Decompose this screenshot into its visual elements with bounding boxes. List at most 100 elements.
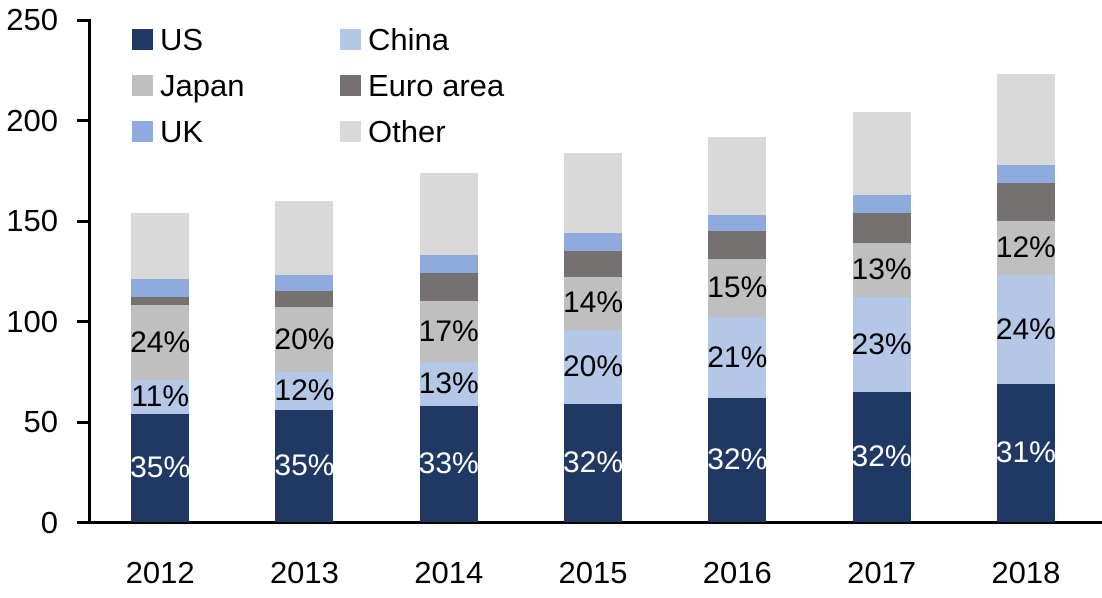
bar-segment-label: 12% — [995, 231, 1056, 265]
bar-segment-label: 15% — [707, 271, 768, 305]
bar-segment-japan — [996, 221, 1055, 276]
y-tick-label: 50 — [23, 404, 58, 439]
bar-segment-china — [131, 379, 190, 414]
bar-segment-label: 32% — [707, 443, 768, 477]
bar-segment-label: 21% — [707, 340, 768, 374]
y-tick-mark — [77, 119, 88, 122]
x-axis-label: 2016 — [702, 555, 772, 590]
bar-segment-china — [996, 275, 1055, 384]
x-axis-label: 2017 — [847, 555, 917, 590]
bar-segment-japan — [852, 243, 911, 298]
bar-segment-us — [852, 391, 911, 523]
legend-item-euro-area: Euro area — [340, 62, 504, 108]
x-axis-label: 2013 — [269, 555, 339, 590]
legend-swatch — [340, 74, 361, 96]
x-axis-label: 2015 — [558, 555, 628, 590]
bar-segment-label: 32% — [851, 440, 912, 474]
bar-segment-china — [275, 371, 334, 410]
bar-segment-japan — [275, 307, 334, 372]
bar-segment-uk — [419, 255, 478, 274]
bar-segment-japan — [419, 301, 478, 362]
bar-segment-label: 33% — [418, 447, 479, 481]
legend-label: Japan — [160, 67, 245, 103]
bar-segment-uk — [275, 275, 334, 292]
bar-segment-label: 13% — [851, 253, 912, 287]
bar-segment-china — [852, 297, 911, 392]
bar-segment-label: 20% — [562, 349, 624, 383]
y-tick-label: 200 — [6, 102, 58, 138]
bar-segment-label: 24% — [995, 312, 1056, 346]
bar-segment-label: 23% — [851, 327, 912, 361]
bar-segment-label: 31% — [995, 436, 1056, 470]
bar-segment-euro-area — [131, 297, 190, 306]
bar-segment-us — [564, 403, 622, 523]
bar-segment-label: 35% — [130, 451, 191, 485]
bar-segment-label: 13% — [418, 366, 479, 400]
bar-segment-uk — [131, 279, 190, 298]
y-axis-line — [88, 18, 91, 524]
legend-swatch — [132, 74, 153, 96]
bar-segment-label: 32% — [562, 446, 624, 480]
bar-segment-euro-area — [275, 291, 334, 308]
y-tick-label: 0 — [40, 504, 58, 540]
bar-segment-other — [996, 74, 1055, 165]
bar-segment-japan — [131, 305, 190, 380]
y-tick-label: 250 — [6, 2, 58, 37]
legend-item-china: China — [340, 16, 504, 62]
bar-segment-label: 20% — [274, 322, 335, 356]
legend-swatch — [340, 120, 361, 142]
bar-segment-us — [275, 409, 334, 523]
bar-segment-label: 11% — [131, 379, 190, 413]
legend-label: Other — [368, 113, 446, 149]
x-axis-label: 2014 — [414, 555, 484, 590]
y-tick-label: 100 — [6, 303, 58, 339]
y-tick-mark — [77, 219, 88, 223]
legend-label: UK — [160, 113, 204, 149]
bar-segment-us — [996, 383, 1055, 523]
y-tick-mark — [77, 420, 88, 424]
legend-label: US — [160, 21, 204, 57]
bar-segment-uk — [996, 164, 1055, 183]
y-tick-mark — [77, 521, 88, 524]
y-tick-mark — [77, 18, 88, 22]
bar-segment-other — [275, 200, 334, 276]
bar-segment-china — [564, 329, 622, 404]
bar-segment-us — [131, 413, 190, 523]
bar-segment-other — [852, 112, 911, 195]
bar-segment-china — [708, 317, 767, 398]
y-tick-label: 150 — [6, 203, 58, 238]
bar-segment-label: 35% — [274, 449, 335, 483]
bar-segment-euro-area — [708, 231, 767, 260]
legend-item-other: Other — [340, 108, 504, 154]
bar-segment-uk — [564, 233, 622, 252]
legend-swatch — [340, 28, 361, 50]
bar-segment-china — [419, 361, 478, 406]
bar-segment-uk — [852, 194, 911, 213]
bar-segment-other — [708, 136, 767, 215]
chart-legend: US China Japan Euro area UK Other — [132, 16, 504, 154]
bar-segment-other — [131, 212, 190, 280]
bar-segment-label: 17% — [418, 314, 479, 348]
legend-item-us: US — [132, 16, 340, 62]
bar-segment-japan — [708, 259, 767, 318]
legend-item-uk: UK — [132, 108, 340, 154]
legend-item-japan: Japan — [132, 62, 340, 108]
x-axis-label: 2012 — [125, 555, 195, 590]
bar-segment-label: 12% — [274, 373, 335, 407]
bar-segment-other — [564, 152, 622, 234]
bar-segment-uk — [708, 214, 767, 232]
y-tick-mark — [77, 320, 88, 323]
legend-swatch — [132, 28, 153, 50]
x-axis-label: 2018 — [991, 555, 1061, 590]
bar-segment-label: 14% — [562, 286, 624, 320]
bar-segment-euro-area — [852, 212, 911, 244]
bar-segment-label: 24% — [130, 325, 191, 359]
x-axis-line — [77, 521, 1102, 524]
legend-label: Euro area — [368, 67, 505, 103]
bar-segment-other — [419, 172, 478, 256]
bar-segment-us — [419, 405, 478, 523]
bar-segment-euro-area — [996, 182, 1055, 221]
bar-segment-euro-area — [564, 251, 622, 278]
bar-segment-japan — [564, 277, 622, 330]
